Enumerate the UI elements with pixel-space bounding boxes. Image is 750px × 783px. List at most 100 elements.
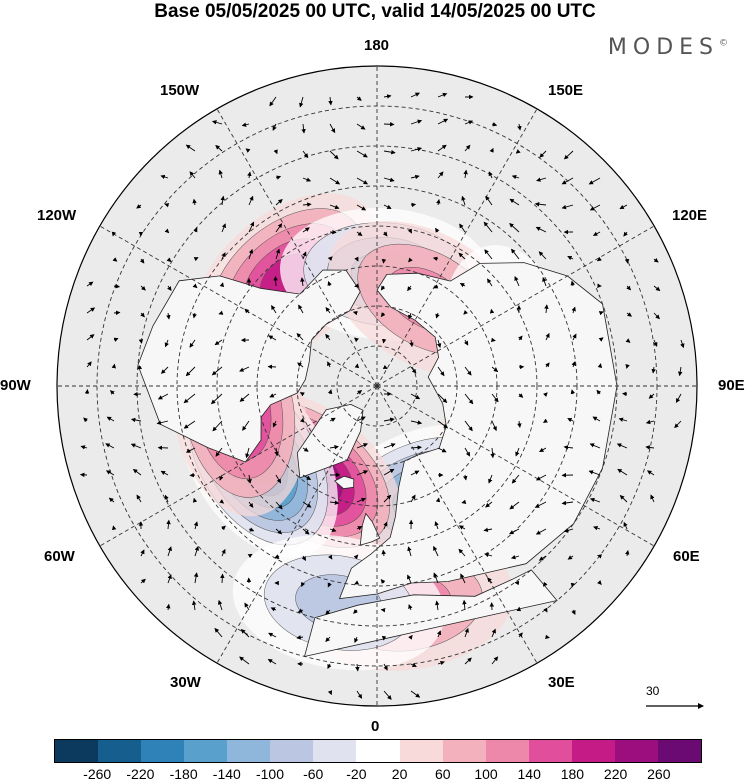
wind-arrow xyxy=(484,552,493,558)
wind-arrow xyxy=(301,555,306,562)
coastlines xyxy=(137,262,618,658)
wind-arrow xyxy=(461,195,466,206)
wind-arrow xyxy=(464,144,471,152)
wind-arrow xyxy=(545,332,550,341)
wind-arrow xyxy=(589,497,601,503)
wind-arrow xyxy=(327,690,333,696)
wind-arrow xyxy=(211,366,223,376)
wind-arrow xyxy=(410,420,423,425)
wind-arrow xyxy=(619,494,628,503)
wind-arrow xyxy=(105,443,115,449)
wind-arrow xyxy=(458,525,466,530)
wind-arrow xyxy=(156,420,169,425)
wind-arrow xyxy=(436,339,442,349)
wind-arrow xyxy=(544,304,549,314)
colorbar-swatch xyxy=(141,740,185,762)
wind-arrow xyxy=(410,662,417,667)
wind-arrow xyxy=(354,337,359,343)
wind-arrow xyxy=(435,312,440,319)
wind-arrow xyxy=(593,525,601,531)
meridian-line xyxy=(376,108,538,387)
wind-arrow xyxy=(383,177,395,182)
wind-arrow xyxy=(84,389,90,395)
wind-arrow xyxy=(589,443,601,449)
wind-arrow xyxy=(534,201,547,207)
wind-arrow xyxy=(488,474,493,484)
wind-arrow xyxy=(328,96,333,106)
label-180: 180 xyxy=(364,37,390,54)
landmass xyxy=(338,262,618,600)
wind-arrow xyxy=(433,572,439,584)
wind-arrow xyxy=(380,579,386,584)
wind-arrow xyxy=(597,363,603,369)
wind-arrow xyxy=(542,418,548,423)
wind-arrow xyxy=(296,332,304,341)
wind-arrow xyxy=(268,632,277,638)
wind-arrow xyxy=(275,528,283,535)
wind-arrow xyxy=(490,447,495,459)
wind-arrow xyxy=(109,390,115,395)
wind-arrow xyxy=(248,248,254,260)
wind-arrow xyxy=(220,195,225,206)
wind-arrow xyxy=(241,122,250,127)
meridian-line xyxy=(376,225,655,387)
wind-arrow xyxy=(275,175,282,180)
wind-arrow xyxy=(623,521,628,530)
wind-arrow xyxy=(136,204,142,209)
wind-arrow xyxy=(509,528,520,535)
wind-arrow xyxy=(563,150,574,160)
wind-arrow xyxy=(434,521,439,530)
wind-arrow xyxy=(274,554,280,559)
colorbar-swatch xyxy=(356,740,400,762)
wind-arrow xyxy=(356,150,368,158)
wind-arrow xyxy=(193,227,198,233)
wind-arrow xyxy=(329,417,336,422)
wind-arrow xyxy=(680,339,685,349)
wind-arrow xyxy=(487,577,493,584)
wind-arrow xyxy=(464,120,474,125)
wind-arrow xyxy=(407,285,412,292)
wind-arrow xyxy=(485,195,493,206)
wind-arrow xyxy=(354,636,359,643)
wind-arrow xyxy=(380,312,386,318)
wind-arrow xyxy=(463,309,469,315)
wind-arrow xyxy=(248,221,255,233)
wind-arrow xyxy=(383,663,388,671)
wind-arrow xyxy=(192,283,198,289)
wind-arrow xyxy=(214,627,223,638)
wind-arrow xyxy=(511,174,520,180)
colorbar-swatch xyxy=(98,740,142,762)
wind-arrow xyxy=(139,258,145,264)
wind-arrow xyxy=(167,546,172,557)
wind-arrow xyxy=(383,94,392,99)
wind-arrow xyxy=(407,228,412,234)
wind-arrow xyxy=(166,257,172,263)
wind-arrow xyxy=(106,416,115,422)
wind-arrow xyxy=(383,468,395,476)
wind-arrow xyxy=(538,251,547,260)
wind-arrow xyxy=(410,92,420,98)
colorbar-tick-label: -60 xyxy=(303,766,324,782)
wind-arrow xyxy=(437,92,448,98)
wind-arrow xyxy=(491,366,499,373)
wind-arrow xyxy=(542,276,547,287)
parallel-circle xyxy=(336,345,418,427)
wind-arrow xyxy=(356,96,362,101)
wind-arrow xyxy=(244,602,250,611)
wind-arrow xyxy=(354,363,360,369)
wind-arrow xyxy=(543,607,548,613)
wind-arrow xyxy=(356,526,363,531)
wind-arrow xyxy=(646,470,655,476)
wind-arrow xyxy=(327,663,332,669)
landmass xyxy=(333,475,355,490)
wind-arrow xyxy=(272,420,277,428)
wind-arrow xyxy=(273,275,278,287)
wind-arrow xyxy=(563,445,574,450)
wind-arrow xyxy=(483,527,493,533)
wind-arrow xyxy=(140,578,146,584)
wind-arrow xyxy=(490,337,496,343)
wind-arrow xyxy=(437,366,445,377)
wind-arrow xyxy=(164,203,170,208)
wind-arrow xyxy=(645,419,655,425)
